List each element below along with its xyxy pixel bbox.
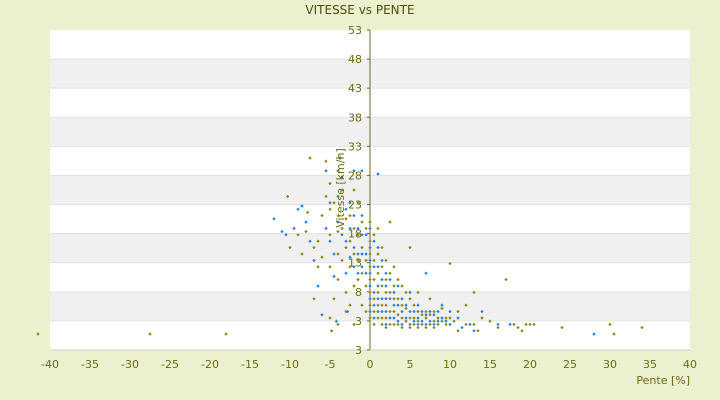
x-tick-label: 10 [443,358,457,371]
y-tick-label: 28 [348,169,362,182]
y-tick-label: 8 [355,286,362,299]
x-tick-label: -30 [121,358,139,371]
data-point [592,332,596,336]
x-tick-label: 5 [407,358,414,371]
y-tick-label: 3 [355,344,362,357]
x-tick-label: 20 [523,358,537,371]
x-tick-label: 35 [643,358,657,371]
x-tick-label: -40 [41,358,59,371]
y-tick-label: 53 [348,24,362,37]
x-tick-label: -5 [325,358,336,371]
y-axis-label: Vitesse [km/h] [334,148,347,228]
chart-title: VITESSE vs PENTE [305,3,414,17]
x-tick-label: 25 [563,358,577,371]
x-tick-label: 15 [483,358,497,371]
axes [50,29,690,351]
data-point [36,332,40,336]
data-point [148,332,152,336]
y-tick-label: 3 [355,315,362,328]
x-axis-label: Pente [%] [636,374,690,387]
x-tick-labels: -40 -35 -30 -25 -20 -15 -10 -5 0 5 10 15 20 25 30 35 40 [41,358,697,371]
x-tick-label: -25 [161,358,179,371]
y-tick-label: 23 [348,199,362,212]
x-tick-label: -20 [201,358,219,371]
x-tick-label: 40 [683,358,697,371]
data-point [516,325,520,330]
data-point [224,332,228,336]
data-points [36,156,644,336]
data-point [612,332,616,336]
x-tick-label: -10 [281,358,299,371]
y-tick-label: 33 [348,140,362,153]
x-tick-label: 30 [603,358,617,371]
data-point [640,325,644,330]
y-tick-label: 38 [348,111,362,124]
x-tick-label: 0 [367,358,374,371]
data-point [560,325,564,330]
y-tick-label: 43 [348,82,362,95]
x-tick-label: -15 [241,358,259,371]
y-tick-label: 48 [348,53,362,66]
x-tick-label: -35 [81,358,99,371]
y-tick-label: 18 [348,228,362,241]
